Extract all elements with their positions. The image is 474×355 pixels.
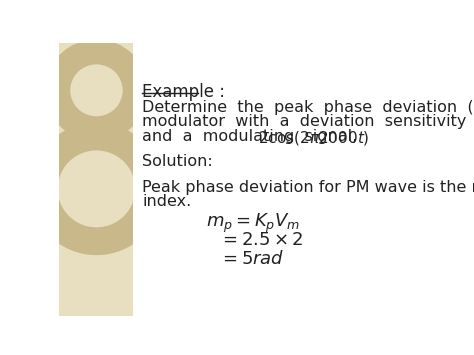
Text: $= 2.5 \times 2$: $= 2.5 \times 2$ [219, 231, 303, 249]
Text: Peak phase deviation for PM wave is the modulation: Peak phase deviation for PM wave is the … [142, 180, 474, 195]
Text: Example :: Example : [142, 83, 225, 100]
Bar [59, 43, 133, 316]
Text: $= 5rad$: $= 5rad$ [219, 251, 284, 268]
Text: and  a  modulating  signal,: and a modulating signal, [142, 129, 357, 144]
Text: $2\cos(2\pi 2000t)$: $2\cos(2\pi 2000t)$ [258, 129, 370, 147]
Text: Determine  the  peak  phase  deviation  (m)  for  a  PM: Determine the peak phase deviation (m) f… [142, 100, 474, 115]
Text: modulator  with  a  deviation  sensitivity  K  =  2.5  rad/V: modulator with a deviation sensitivity K… [142, 114, 474, 129]
Text: $m_p = K_p V_m$: $m_p = K_p V_m$ [207, 212, 301, 235]
Text: index.: index. [142, 193, 191, 208]
Text: Solution:: Solution: [142, 154, 213, 169]
